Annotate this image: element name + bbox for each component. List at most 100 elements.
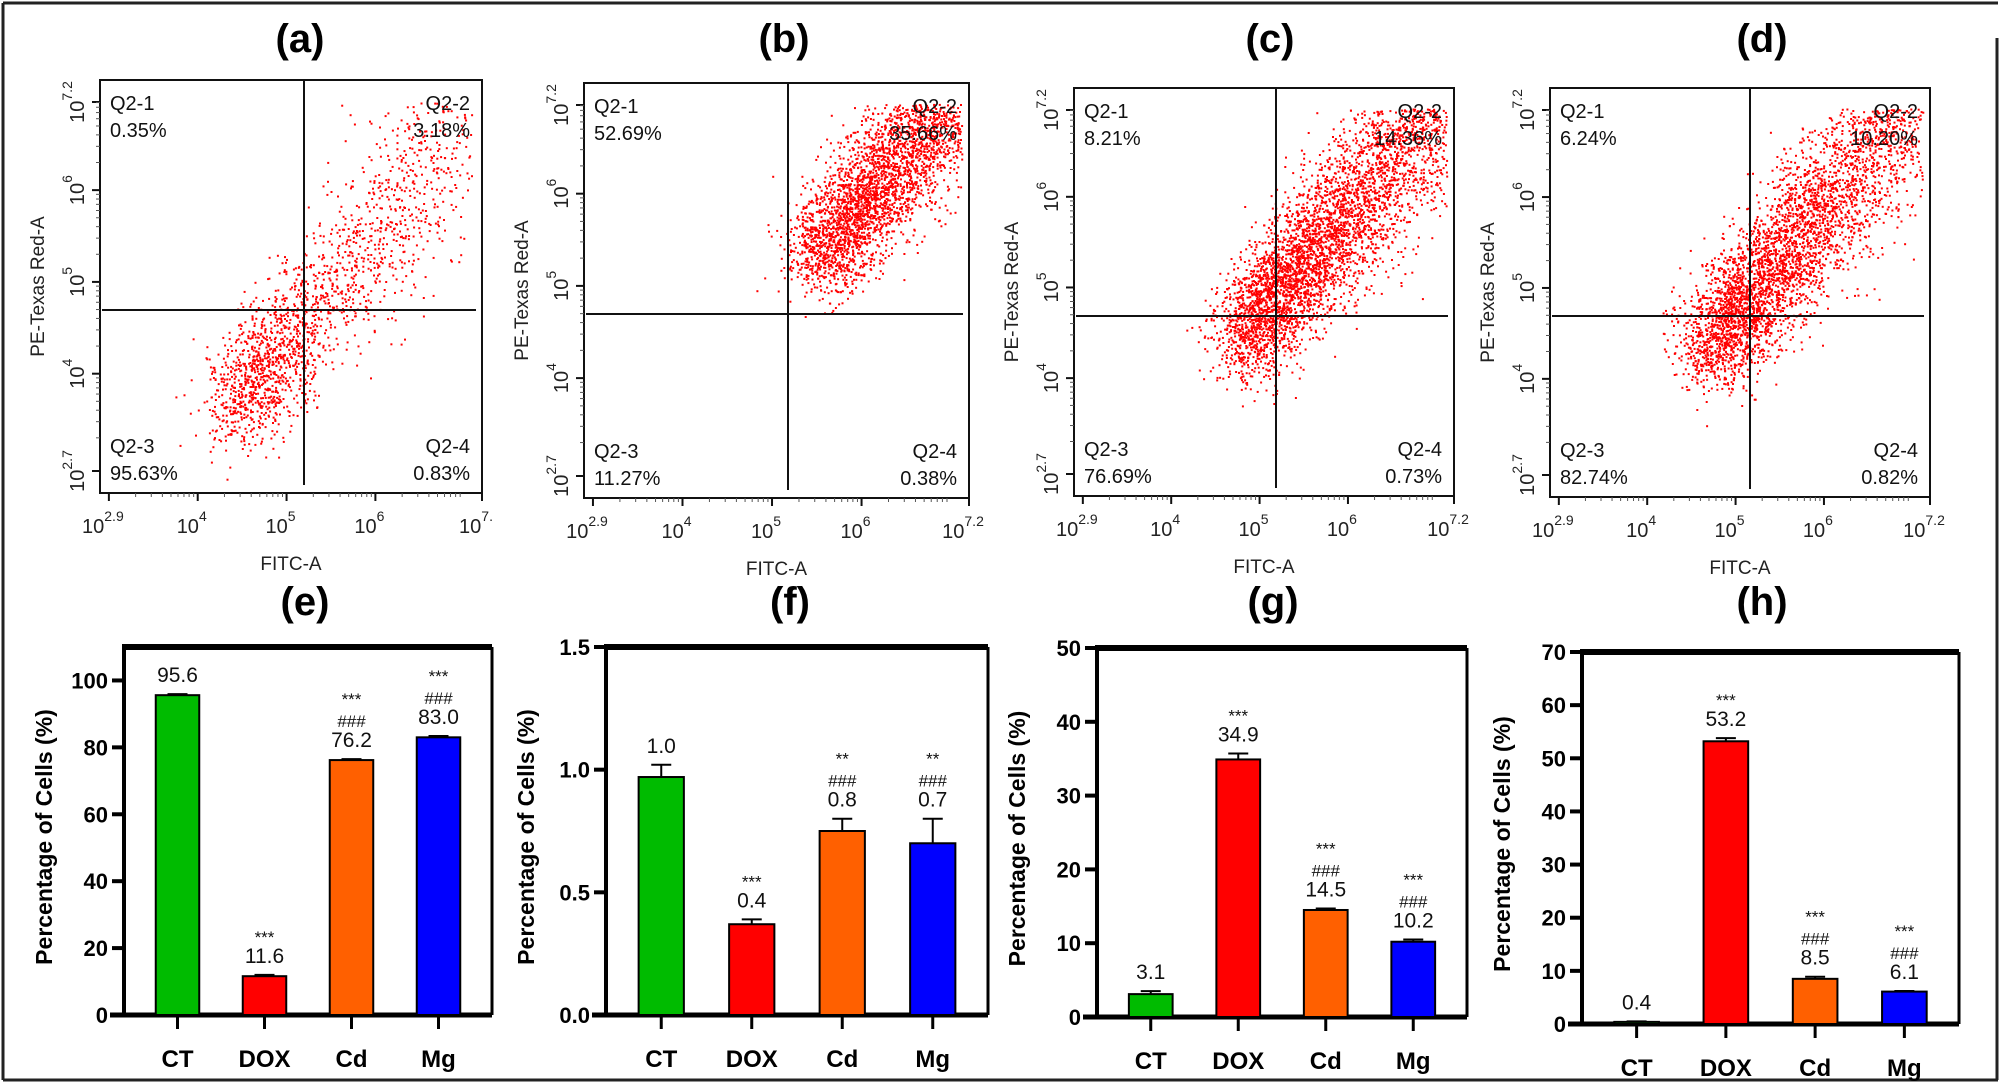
scatter-point [882, 215, 885, 217]
scatter-point [272, 371, 275, 374]
scatter-point [887, 186, 890, 189]
scatter-point [886, 217, 889, 220]
scatter-point [894, 180, 897, 183]
scatter-point [869, 192, 872, 195]
scatter-point [411, 270, 413, 273]
scatter-point [790, 269, 793, 272]
scatter-point [840, 170, 843, 173]
scatter-point [841, 274, 844, 277]
scatter-point [957, 141, 960, 144]
scatter-point [412, 136, 415, 139]
scatter-point [254, 377, 257, 379]
scatter-point [362, 265, 365, 268]
scatter-point [862, 264, 865, 267]
scatter-point [412, 106, 415, 109]
scatter-point [294, 368, 297, 371]
scatter-point [331, 256, 334, 259]
scatter-point [384, 229, 387, 232]
scatter-point [839, 190, 842, 193]
scatter-point [871, 187, 874, 190]
scatter-point [802, 207, 805, 210]
scatter-point [938, 116, 940, 119]
scatter-point [829, 263, 832, 266]
tick-exponent: 5 [773, 513, 781, 529]
scatter-point [373, 193, 376, 196]
scatter-point [258, 344, 261, 347]
scatter-point [349, 251, 352, 254]
scatter-point [250, 411, 253, 414]
scatter-point [311, 314, 314, 317]
scatter-point [838, 155, 841, 157]
scatter-point [381, 207, 383, 210]
scatter-point [215, 416, 218, 419]
scatter-point [914, 133, 917, 136]
scatter-point [947, 149, 950, 152]
scatter-point [858, 215, 861, 218]
scatter-point [957, 132, 960, 135]
scatter-point [836, 202, 839, 205]
scatter-point [900, 190, 903, 193]
scatter-point [393, 194, 395, 197]
scatter-point [267, 351, 269, 354]
scatter-point [952, 136, 955, 139]
scatter-point [864, 192, 867, 195]
scatter-point [260, 339, 263, 342]
scatter-point [300, 292, 303, 295]
tick-exponent: 2.7 [59, 450, 75, 470]
scatter-point [843, 245, 846, 247]
scatter-point [853, 224, 856, 226]
scatter-point [289, 332, 292, 335]
scatter-point [842, 195, 845, 198]
scatter-point [918, 123, 921, 126]
scatter-point [844, 217, 847, 220]
scatter-point [274, 391, 277, 393]
scatter-point [384, 189, 387, 191]
scatter-point [452, 147, 455, 150]
scatter-point [875, 251, 877, 254]
scatter-point [229, 388, 232, 391]
scatter-point [285, 326, 288, 329]
scatter-point [344, 217, 347, 220]
scatter-point [355, 284, 357, 287]
scatter-point [770, 235, 773, 238]
tick-base: 10 [67, 366, 89, 388]
scatter-point [926, 205, 929, 208]
scatter-point [926, 148, 929, 151]
scatter-point [954, 140, 957, 143]
scatter-point [893, 175, 896, 178]
scatter-point [828, 245, 831, 248]
scatter-point [404, 237, 407, 240]
scatter-point [244, 382, 247, 385]
scatter-point [212, 446, 215, 449]
scatter-point [961, 158, 964, 161]
scatter-point [338, 254, 340, 257]
scatter-point [835, 244, 838, 247]
scatter-point [261, 383, 263, 386]
scatter-point [953, 162, 956, 164]
scatter-point [850, 134, 853, 137]
scatter-point [914, 171, 917, 174]
scatter-point [895, 122, 898, 125]
scatter-point [871, 199, 874, 202]
scatter-point [403, 262, 406, 265]
scatter-point [813, 247, 816, 250]
scatter-point [925, 183, 928, 186]
scatter-point [277, 343, 280, 346]
scatter-point [307, 374, 310, 377]
scatter-point [364, 223, 367, 226]
scatter-point [326, 193, 329, 196]
scatter-point [223, 373, 226, 376]
scatter-point [273, 338, 276, 341]
x-tick-label: 102.9 [566, 513, 608, 543]
scatter-point [243, 413, 246, 416]
scatter-point [845, 212, 848, 215]
scatter-point [261, 360, 264, 363]
scatter-point [914, 198, 917, 201]
scatter-point [406, 228, 409, 231]
scatter-point [833, 196, 836, 199]
tick-base: 10 [67, 101, 89, 123]
scatter-point [239, 400, 242, 403]
scatter-point [912, 152, 915, 155]
scatter-point [955, 171, 958, 174]
scatter-point [429, 148, 432, 151]
